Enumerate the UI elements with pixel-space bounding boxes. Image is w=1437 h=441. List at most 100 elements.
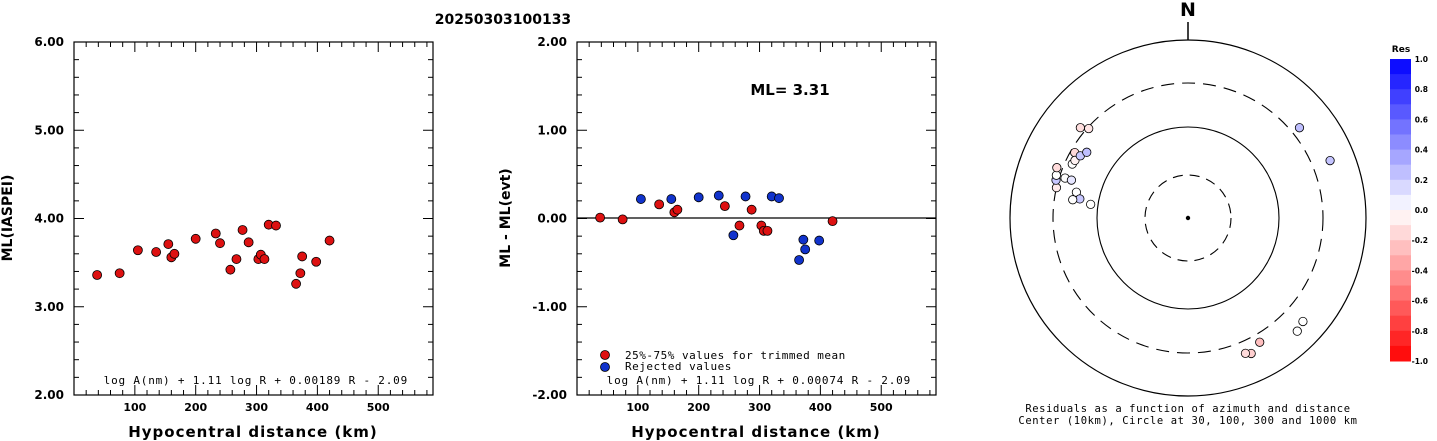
station-point	[1051, 170, 1061, 180]
data-point	[114, 268, 125, 279]
colorbar-tick-label: 0.6	[1415, 115, 1428, 124]
colorbar-tick-label: 0.4	[1415, 146, 1428, 155]
y-axis-label: ML(IASPEI)	[0, 175, 16, 262]
station-point	[1082, 147, 1092, 157]
station-point	[1298, 316, 1308, 327]
station-point	[1294, 123, 1305, 133]
data-point	[635, 194, 646, 204]
data-point	[324, 235, 335, 246]
station-point	[1086, 199, 1096, 209]
ring-30km	[1144, 174, 1232, 262]
data-point	[827, 216, 838, 227]
colorbar-cell	[1390, 119, 1411, 135]
station-point	[1075, 123, 1085, 133]
data-point	[654, 199, 665, 210]
colorbar-tick-label: -1.0	[1412, 357, 1428, 366]
colorbar-cell	[1390, 74, 1411, 90]
station-point	[1068, 195, 1078, 205]
station-point	[1255, 337, 1265, 347]
colorbar-cell	[1390, 179, 1411, 196]
legend-marker-red	[600, 350, 610, 360]
data-point	[617, 214, 628, 225]
x-axis-label: Hypocentral distance (km)	[128, 423, 378, 441]
polar-caption-2: Center (10km), Circle at 30, 100, 300 an…	[1018, 415, 1357, 427]
colorbar-cell	[1390, 210, 1411, 226]
station-point	[1084, 123, 1094, 134]
y-tick-label: 6.00	[34, 35, 64, 49]
legend-label-rejected: Rejected values	[625, 360, 732, 373]
ring-300km	[1052, 82, 1324, 354]
colorbar-cell	[1390, 225, 1411, 241]
colorbar-cell	[1390, 345, 1411, 362]
colorbar-cell	[1390, 270, 1411, 286]
colorbar-tick-label: -0.6	[1412, 297, 1428, 306]
colorbar-cell	[1390, 164, 1411, 181]
data-point	[163, 239, 174, 249]
colorbar-cell	[1390, 59, 1411, 75]
data-point	[800, 244, 811, 255]
colorbar-tick-label: -0.2	[1412, 236, 1428, 245]
y-tick-label: 0.00	[537, 212, 567, 226]
y-tick-label: 2.00	[34, 388, 64, 402]
colorbar-cell	[1390, 194, 1411, 211]
colorbar-cell	[1390, 330, 1411, 347]
station-point	[1052, 163, 1062, 173]
data-point	[311, 256, 322, 267]
residual-colorbar: Res 1.0 0.8 0.6 0.4 0.2 0.0 -0.2 -0.4 -0.6 -0.8 -1…	[1390, 45, 1428, 366]
colorbar-cell	[1390, 240, 1411, 256]
data-point	[271, 220, 281, 231]
ring-100km	[1096, 126, 1280, 310]
plot-frame	[73, 41, 434, 396]
data-point	[169, 248, 180, 259]
colorbar-cell	[1390, 149, 1411, 166]
y-tick-label: 2.00	[537, 35, 567, 49]
data-point	[672, 204, 683, 215]
colorbar-tick-label: -0.4	[1412, 266, 1428, 275]
colorbar-cell	[1390, 134, 1411, 151]
data-point	[132, 245, 143, 256]
y-tick-label: 1.00	[537, 123, 567, 137]
data-point	[231, 254, 242, 264]
x-tick-label: 400	[809, 401, 832, 414]
station-point	[1240, 348, 1251, 358]
data-point	[794, 255, 804, 265]
azimuth-residual-plot: N Residuals as a function of azimuth and…	[1009, 0, 1367, 427]
ml-vs-distance-panel: 100 200 300 400 500 2.00 3.00 4.00 5.00 6.00 ML(I…	[0, 35, 434, 441]
data-point	[259, 254, 270, 264]
x-tick-label: 100	[123, 401, 146, 414]
x-tick-label: 200	[184, 401, 207, 414]
y-tick-label: -2.00	[532, 388, 567, 402]
formula-text: log A(nm) + 1.11 log R + 0.00074 R - 2.0…	[607, 374, 911, 387]
x-tick-label: 500	[367, 401, 390, 414]
data-point	[719, 201, 730, 212]
epicenter-dot	[1185, 215, 1191, 221]
colorbar-cell	[1390, 315, 1411, 332]
colorbar-cell	[1390, 285, 1411, 302]
data-point	[225, 264, 236, 275]
x-tick-label: 300	[748, 401, 771, 414]
x-tick-label: 100	[626, 401, 649, 414]
data-point	[746, 204, 757, 215]
data-point	[210, 228, 221, 239]
figure-title: 20250303100133	[435, 12, 571, 28]
colorbar-cell	[1390, 104, 1411, 120]
legend-label-trimmed: 25%-75% values for trimmed mean	[625, 349, 846, 362]
ring-1000km	[1009, 39, 1367, 397]
ml-annotation: ML= 3.31	[750, 81, 829, 99]
y-axis-label: ML - ML(evt)	[498, 168, 514, 267]
data-point	[798, 234, 809, 245]
data-point	[297, 251, 308, 262]
data-point	[243, 237, 254, 248]
x-tick-label: 400	[306, 401, 329, 414]
data-point	[595, 212, 606, 223]
data-point	[762, 225, 773, 236]
data-point	[291, 278, 301, 289]
y-tick-label: -1.00	[532, 300, 567, 314]
colorbar-tick-label: 1.0	[1415, 55, 1428, 64]
data-point	[713, 190, 724, 201]
data-point	[151, 247, 162, 257]
colorbar-cell	[1390, 255, 1411, 271]
data-point	[693, 192, 704, 203]
data-point	[740, 191, 751, 202]
data-point	[814, 235, 825, 246]
